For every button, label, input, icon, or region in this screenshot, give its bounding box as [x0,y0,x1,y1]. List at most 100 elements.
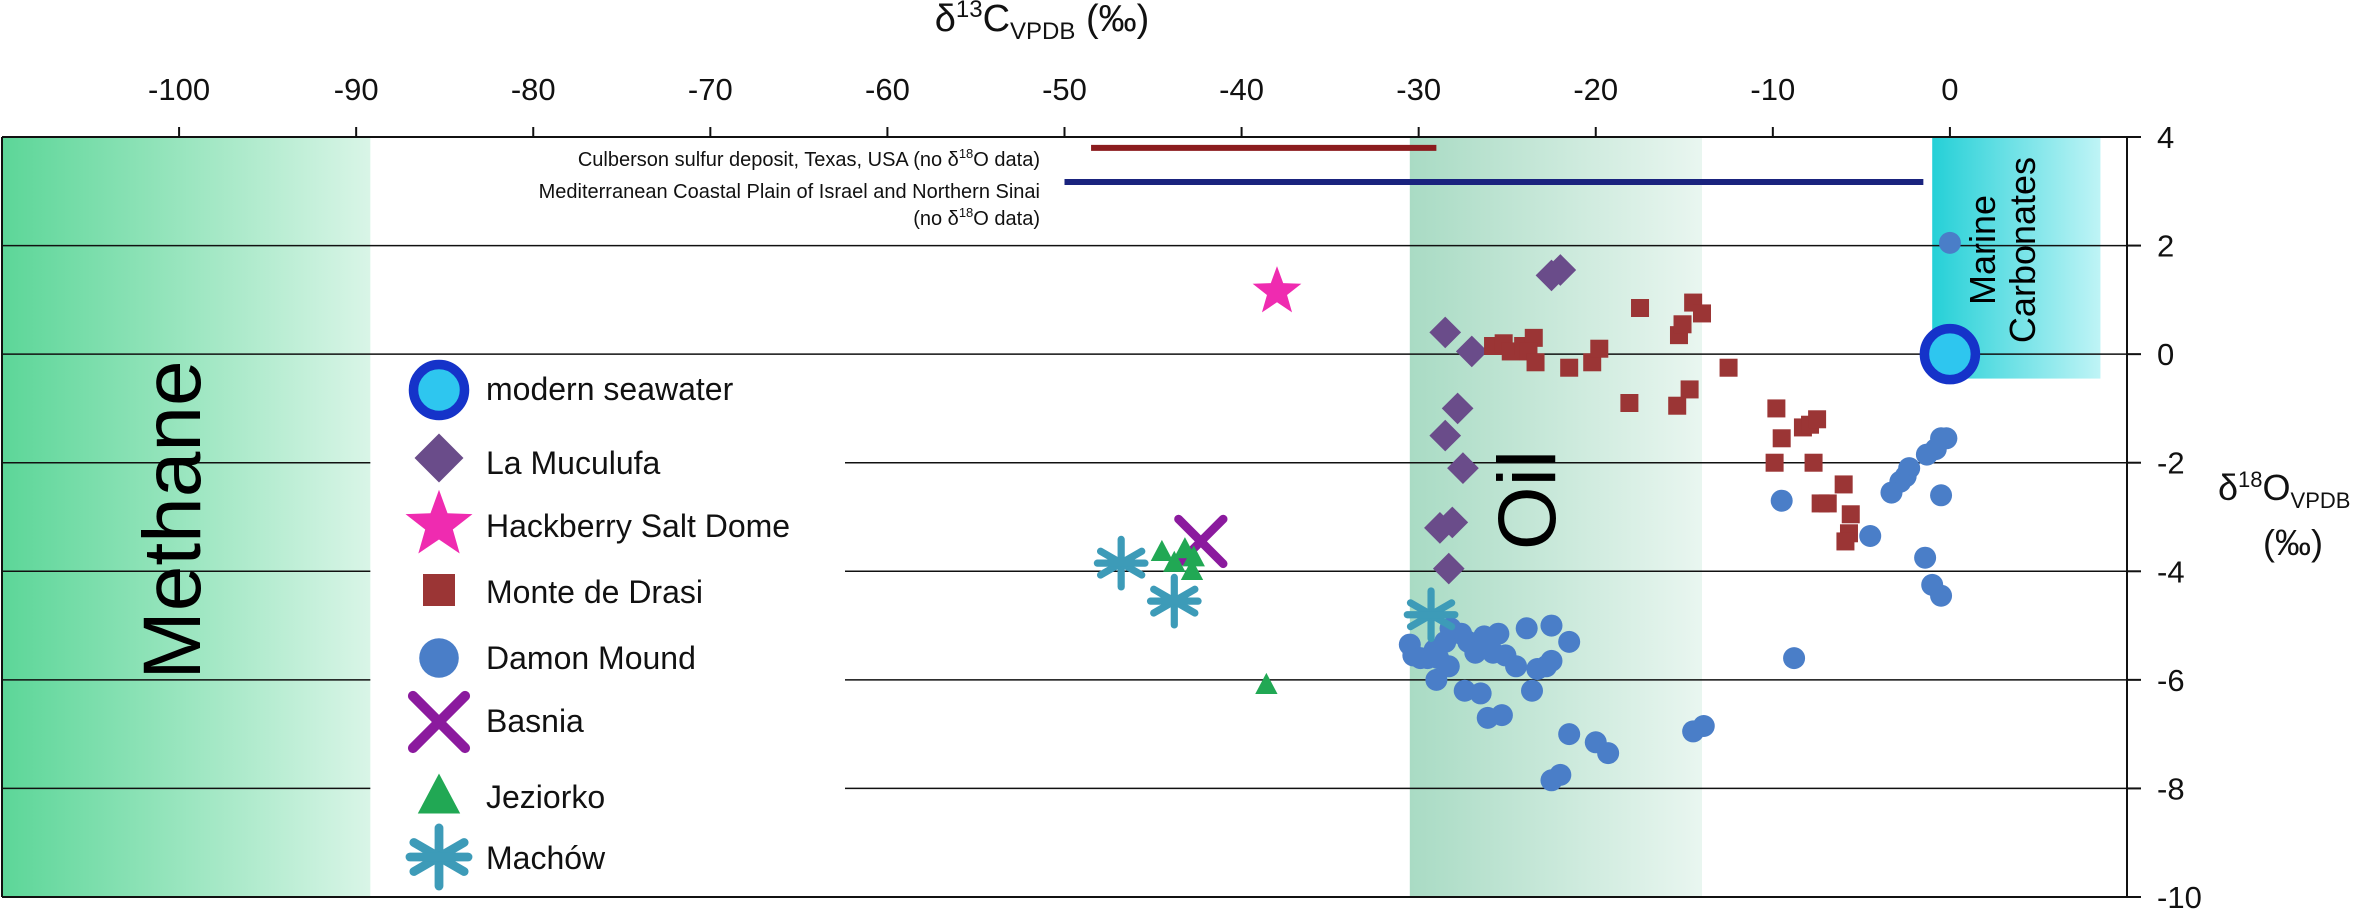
point-monte-de-drasi [1583,353,1602,372]
point-la-muculufa [1432,552,1465,585]
legend-marker-basnia [407,690,471,754]
x-tick-label: -50 [1042,72,1087,107]
point-damon-mound [1770,489,1793,512]
point-damon-mound-shape [1880,481,1903,504]
point-jeziorko-shape [1255,672,1278,694]
y-tick-label: 4 [2157,120,2174,155]
x-axis-title-unit: (‰) [1075,0,1149,40]
point-jeziorko-shape [1180,558,1204,580]
legend-label-monte-de-drasi: Monte de Drasi [486,574,703,610]
x-axis-title-mass: 13 [956,0,983,23]
point-monte-de-drasi-shape [1524,328,1543,347]
point-monte-de-drasi-shape [1767,399,1786,418]
point-damon-mound [1859,525,1882,547]
point-monte-de-drasi [1524,328,1543,347]
x-tick-label: -10 [1750,72,1795,107]
point-monte-de-drasi [1834,475,1853,494]
point-damon-mound-shape [1540,614,1563,637]
point-damon-mound-shape [1425,668,1448,691]
point-damon-mound [1915,443,1938,466]
point-damon-mound-shape [1915,443,1938,466]
point-damon-mound [1930,484,1953,507]
point-mach-w [1093,535,1149,591]
point-monte-de-drasi-shape [1668,396,1687,415]
point-jeziorko [1180,558,1204,580]
legend-marker-damon-mound-shape [419,638,459,678]
legend-marker-modern-seawater [408,359,470,421]
point-damon-mound-shape [1558,630,1581,653]
point-damon-mound-shape [1930,484,1953,507]
point-damon-mound [1521,679,1543,702]
point-monte-de-drasi-shape [1808,410,1827,429]
x-tick-label: -100 [148,72,210,107]
point-damon-mound [1473,625,1496,648]
point-mach-w [1146,573,1202,629]
data-points [1093,231,1981,792]
point-monte-de-drasi [1804,453,1823,472]
legend-marker-monte-de-drasi [423,574,455,606]
legend-label-modern-seawater: modern seawater [486,371,734,407]
legend-marker-modern-seawater-shape [408,359,470,421]
marine-label-line2: Carbonates [2002,157,2043,343]
y-axis-title-unit: (‰) [2263,522,2323,563]
point-la-muculufa [1441,392,1474,425]
point-damon-mound-shape [1859,525,1882,547]
y-axis-title-element: O [2263,467,2291,508]
culberson-range-label: Culberson sulfur deposit, Texas, USA (no… [578,146,1040,171]
point-jeziorko-shape [1163,550,1186,572]
culberson-label-main: Culberson sulfur deposit, Texas, USA (no… [578,149,959,171]
mediterranean-label2-main: (no δ [913,208,959,230]
point-monte-de-drasi-shape [1583,353,1602,372]
point-jeziorko [1255,672,1278,694]
point-la-muculufa-shape [1429,316,1462,349]
point-modern-seawater-shape [1919,323,1981,385]
point-monte-de-drasi-shape [1772,429,1791,448]
x-axis-title-delta: δ [935,0,956,40]
y-tick-label: -2 [2157,446,2185,481]
point-damon-mound [1783,647,1806,670]
point-jeziorko [1163,550,1186,572]
point-damon-mound [1880,481,1903,504]
point-monte-de-drasi-shape [1560,358,1579,377]
y-tick-label: 0 [2157,337,2174,372]
point-damon-mound [1549,763,1572,786]
point-la-muculufa-shape [1441,392,1474,425]
point-monte-de-drasi [1808,410,1827,429]
svg-text:δ13CVPDB (‰): δ13CVPDB (‰) [935,0,1150,45]
point-la-muculufa [1436,506,1469,539]
point-monte-de-drasi [1767,399,1786,418]
legend-marker-mach-w [405,823,473,891]
y-tick-label: 2 [2157,229,2174,264]
point-damon-mound-shape [1473,625,1496,648]
x-tick-label: -80 [511,72,556,107]
point-monte-de-drasi [1818,494,1837,513]
point-damon-mound [1490,704,1513,727]
mediterranean-label2-end: O data) [973,208,1040,230]
x-tick-label: -90 [334,72,379,107]
point-monte-de-drasi [1765,453,1784,472]
legend-marker-jeziorko-shape [417,773,461,814]
point-damon-mound-shape [1515,617,1538,640]
y-tick-label: -4 [2157,554,2185,589]
point-jeziorko-shape [1182,545,1205,567]
point-damon-mound [1597,742,1620,765]
mediterranean-label2-sup: 18 [959,205,973,220]
point-monte-de-drasi-shape [1836,532,1855,551]
point-damon-mound [1515,617,1538,640]
x-tick-label: -70 [688,72,733,107]
point-la-muculufa [1455,335,1488,368]
point-la-muculufa [1429,316,1462,349]
point-damon-mound [1469,682,1492,705]
x-tick-label: -60 [865,72,910,107]
mediterranean-range-label-2: (no δ18O data) [913,205,1040,230]
legend-label-machow: Machów [486,840,606,876]
point-damon-mound [1505,655,1528,678]
culberson-label-sup: 18 [959,146,973,161]
point-damon-mound-shape [1558,723,1581,746]
point-damon-mound-shape [1521,679,1543,702]
point-monte-de-drasi [1772,429,1791,448]
legend-marker-basnia-stroke [407,690,471,754]
point-la-muculufa-shape [1429,419,1462,452]
x-tick-label: -30 [1396,72,1441,107]
